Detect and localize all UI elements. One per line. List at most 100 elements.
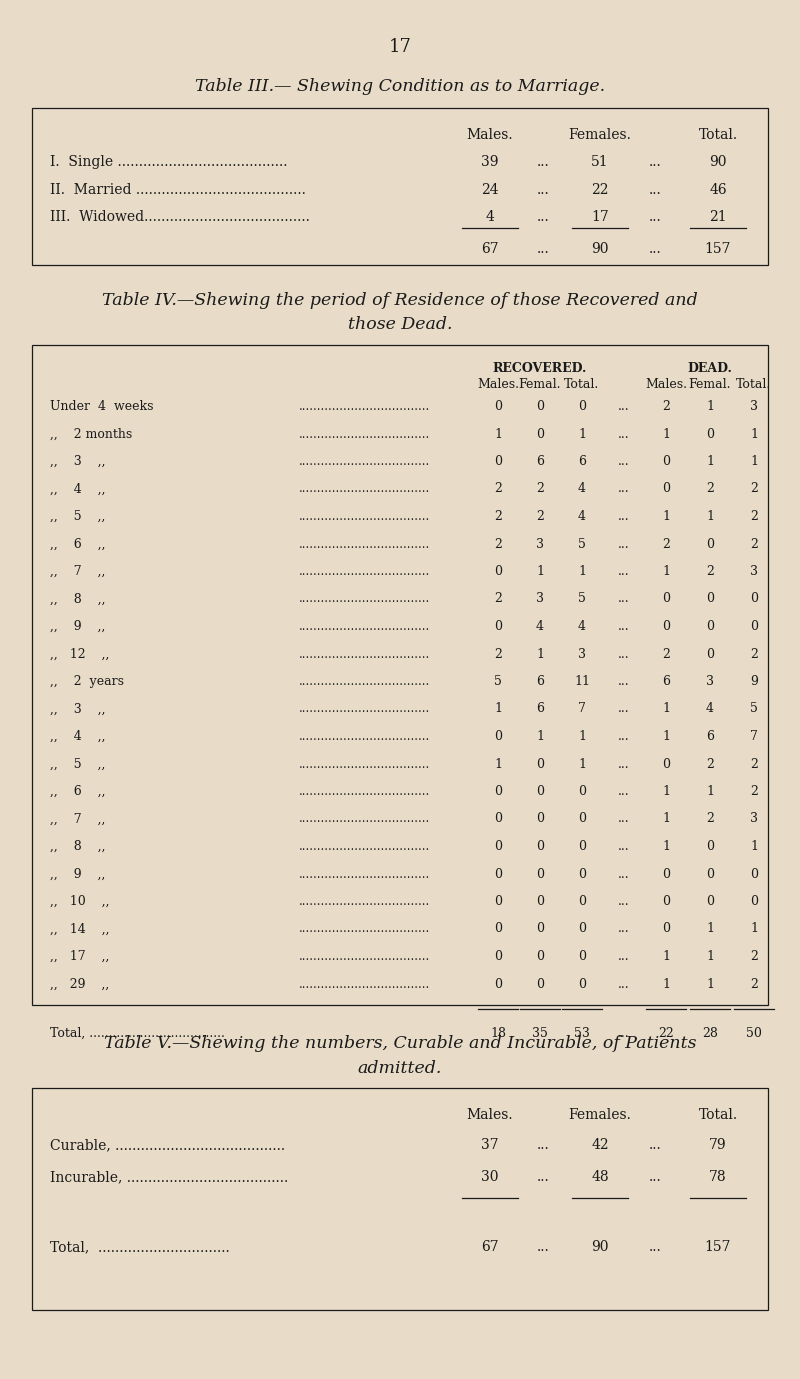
Text: ,,   10    ,,: ,, 10 ,,	[50, 895, 110, 907]
Text: 0: 0	[706, 895, 714, 907]
Text: 5: 5	[750, 702, 758, 716]
Text: ...................................: ...................................	[298, 674, 430, 688]
Text: ,,    8    ,,: ,, 8 ,,	[50, 840, 106, 854]
Text: 1: 1	[662, 840, 670, 854]
Text: Total, ...................................: Total, .................................…	[50, 1027, 225, 1040]
Text: 0: 0	[494, 785, 502, 798]
Text: ...................................: ...................................	[298, 427, 430, 440]
Text: 0: 0	[494, 840, 502, 854]
Text: 28: 28	[702, 1027, 718, 1040]
Text: 0: 0	[578, 923, 586, 935]
Text: 2: 2	[494, 483, 502, 495]
Text: 0: 0	[536, 812, 544, 826]
Text: 1: 1	[494, 757, 502, 771]
Text: 1: 1	[750, 923, 758, 935]
Text: 1: 1	[706, 923, 714, 935]
Text: ...: ...	[649, 210, 662, 223]
Text: 4: 4	[578, 621, 586, 633]
Text: 2: 2	[750, 757, 758, 771]
Text: ...................................: ...................................	[298, 867, 430, 881]
Text: ...: ...	[649, 1169, 662, 1185]
Text: admitted.: admitted.	[358, 1060, 442, 1077]
Text: ,,    5    ,,: ,, 5 ,,	[50, 510, 106, 523]
Text: 1: 1	[750, 455, 758, 467]
Text: 2: 2	[750, 648, 758, 661]
Text: 6: 6	[706, 729, 714, 743]
Text: 67: 67	[481, 1240, 499, 1254]
Text: 0: 0	[536, 978, 544, 990]
Text: Total.: Total.	[736, 378, 772, 392]
Text: 0: 0	[494, 729, 502, 743]
Text: 0: 0	[536, 400, 544, 412]
Text: Males.: Males.	[645, 378, 687, 392]
Text: 3: 3	[536, 538, 544, 550]
Text: 0: 0	[494, 812, 502, 826]
Text: 0: 0	[750, 867, 758, 881]
Text: 2: 2	[750, 510, 758, 523]
Text: ...: ...	[618, 867, 630, 881]
Text: ...: ...	[649, 241, 662, 256]
Text: 2: 2	[750, 978, 758, 990]
Text: ,,    6    ,,: ,, 6 ,,	[50, 785, 106, 798]
Text: 1: 1	[706, 978, 714, 990]
Text: 7: 7	[750, 729, 758, 743]
Text: II.  Married ........................................: II. Married ............................…	[50, 183, 306, 197]
Text: those Dead.: those Dead.	[348, 316, 452, 332]
Text: 0: 0	[750, 621, 758, 633]
Text: Females.: Females.	[569, 128, 631, 142]
Text: 0: 0	[578, 840, 586, 854]
Text: Males.: Males.	[477, 378, 519, 392]
Text: 1: 1	[536, 648, 544, 661]
Text: ...: ...	[618, 840, 630, 854]
Text: ...................................: ...................................	[298, 840, 430, 854]
Text: 6: 6	[536, 702, 544, 716]
Text: 2: 2	[662, 400, 670, 412]
Text: ,,    9    ,,: ,, 9 ,,	[50, 621, 106, 633]
Text: 2: 2	[494, 510, 502, 523]
Text: ...: ...	[618, 510, 630, 523]
Text: 2: 2	[750, 785, 758, 798]
Text: 79: 79	[709, 1138, 727, 1151]
Text: Males.: Males.	[466, 1107, 514, 1123]
Text: 2: 2	[494, 538, 502, 550]
Text: 0: 0	[750, 895, 758, 907]
Text: 0: 0	[662, 757, 670, 771]
Text: 78: 78	[709, 1169, 727, 1185]
Text: ...................................: ...................................	[298, 812, 430, 826]
Text: 5: 5	[494, 674, 502, 688]
Text: ,,    5    ,,: ,, 5 ,,	[50, 757, 106, 771]
Text: 7: 7	[578, 702, 586, 716]
Text: ,,    6    ,,: ,, 6 ,,	[50, 538, 106, 550]
Text: 0: 0	[706, 840, 714, 854]
Text: ...: ...	[649, 1240, 662, 1254]
Text: 9: 9	[750, 674, 758, 688]
Text: ...: ...	[618, 812, 630, 826]
Text: 2: 2	[662, 648, 670, 661]
Text: 0: 0	[706, 427, 714, 440]
Text: ,,   14    ,,: ,, 14 ,,	[50, 923, 110, 935]
Text: 1: 1	[578, 729, 586, 743]
Text: ...................................: ...................................	[298, 455, 430, 467]
Text: 2: 2	[536, 483, 544, 495]
Text: Table III.— Shewing Condition as to Marriage.: Table III.— Shewing Condition as to Marr…	[195, 79, 605, 95]
Text: 0: 0	[578, 867, 586, 881]
Text: 0: 0	[536, 427, 544, 440]
Bar	[32, 108, 768, 265]
Text: ...................................: ...................................	[298, 483, 430, 495]
Text: 0: 0	[494, 978, 502, 990]
Text: 2: 2	[494, 593, 502, 605]
Text: 0: 0	[494, 455, 502, 467]
Text: 1: 1	[706, 950, 714, 963]
Text: 0: 0	[494, 621, 502, 633]
Text: ...: ...	[537, 154, 550, 170]
Text: 0: 0	[706, 621, 714, 633]
Text: ...................................: ...................................	[298, 621, 430, 633]
Text: ...: ...	[618, 400, 630, 412]
Text: 1: 1	[662, 978, 670, 990]
Text: 6: 6	[536, 674, 544, 688]
Text: 157: 157	[705, 1240, 731, 1254]
Text: 1: 1	[494, 702, 502, 716]
Text: 0: 0	[662, 867, 670, 881]
Text: ...: ...	[618, 978, 630, 990]
Text: 1: 1	[578, 757, 586, 771]
